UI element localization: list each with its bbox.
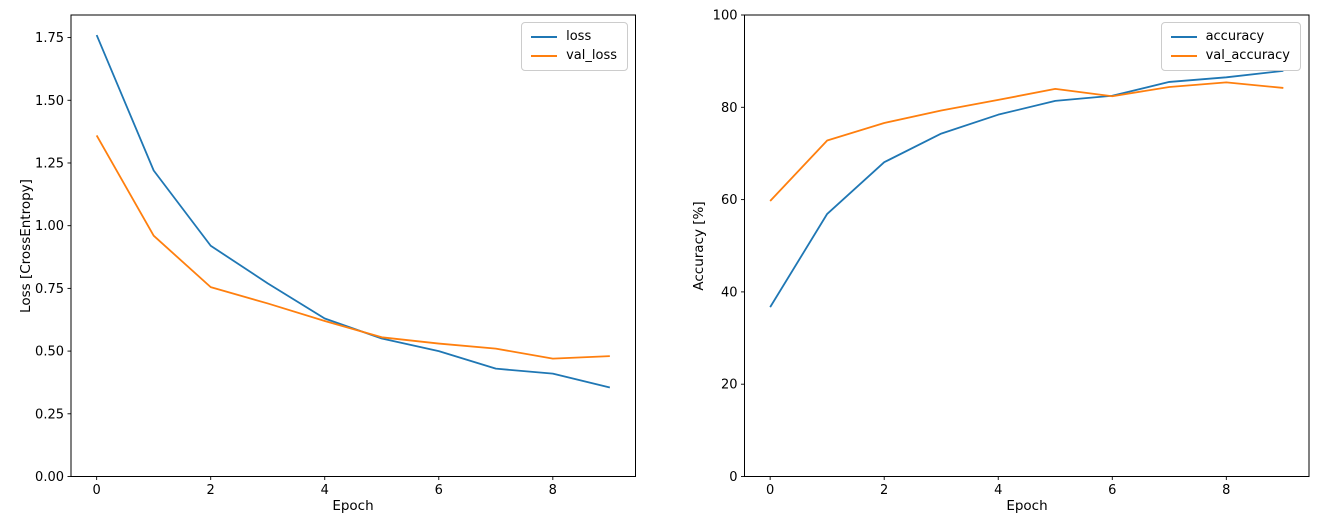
svg-text:4: 4 — [321, 483, 329, 498]
svg-text:60: 60 — [721, 193, 738, 208]
val-accuracy-legend-label: val_accuracy — [1205, 48, 1290, 63]
svg-text:6: 6 — [1108, 483, 1116, 498]
svg-text:1.75: 1.75 — [35, 31, 64, 46]
legend-entry-val-loss: val_loss — [531, 49, 617, 63]
legend-entry-val-accuracy: val_accuracy — [1170, 48, 1290, 63]
svg-text:0: 0 — [766, 483, 774, 498]
svg-text:40: 40 — [721, 285, 738, 300]
svg-text:100: 100 — [713, 9, 738, 24]
loss-y-axis-label: Loss [CrossEntropy] — [18, 179, 34, 313]
val-loss-line-sample — [531, 54, 558, 58]
accuracy-x-axis-label: Epoch — [1006, 498, 1048, 514]
svg-text:8: 8 — [1222, 483, 1230, 498]
loss-legend-label: loss — [566, 29, 592, 44]
accuracy-legend: accuracy val_accuracy — [1160, 22, 1301, 71]
svg-text:2: 2 — [880, 483, 888, 498]
svg-text:0.50: 0.50 — [35, 345, 64, 360]
accuracy-line-sample — [1170, 35, 1197, 39]
svg-text:0.00: 0.00 — [35, 470, 64, 485]
accuracy-legend-label: accuracy — [1205, 29, 1265, 44]
loss-line-sample — [531, 35, 558, 39]
svg-text:8: 8 — [549, 483, 557, 498]
svg-text:0.25: 0.25 — [35, 407, 64, 422]
svg-text:80: 80 — [721, 101, 738, 116]
loss-legend: loss val_loss — [521, 22, 628, 71]
loss-plot-panel: 0 2 4 6 8 0.00 0.25 0.50 0.75 1.00 1.25 1.50 1.75 Lo… — [18, 14, 636, 514]
svg-text:1.25: 1.25 — [35, 156, 64, 171]
svg-text:0: 0 — [93, 483, 101, 498]
svg-text:0.75: 0.75 — [35, 282, 64, 297]
svg-text:2: 2 — [207, 483, 215, 498]
svg-text:6: 6 — [435, 483, 443, 498]
loss-x-axis-label: Epoch — [332, 498, 374, 514]
svg-text:4: 4 — [994, 483, 1002, 498]
val-loss-legend-label: val_loss — [566, 48, 617, 63]
svg-text:1.50: 1.50 — [35, 94, 64, 109]
legend-entry-accuracy: accuracy — [1170, 29, 1290, 44]
accuracy-y-axis-label: Accuracy [%] — [691, 201, 707, 291]
accuracy-plot-panel: 0 2 4 6 8 0 20 40 60 80 100 Accuracy [%] Epoch acc… — [660, 0, 1320, 530]
svg-text:20: 20 — [721, 378, 738, 393]
loss-plot-area: 0 2 4 6 8 0.00 0.25 0.50 0.75 1.00 1.25 1.50 1.75 — [35, 14, 636, 498]
val-accuracy-line-sample — [1170, 54, 1197, 58]
svg-text:1.00: 1.00 — [35, 219, 64, 234]
svg-text:0: 0 — [729, 470, 737, 485]
legend-entry-loss: loss — [531, 30, 617, 44]
